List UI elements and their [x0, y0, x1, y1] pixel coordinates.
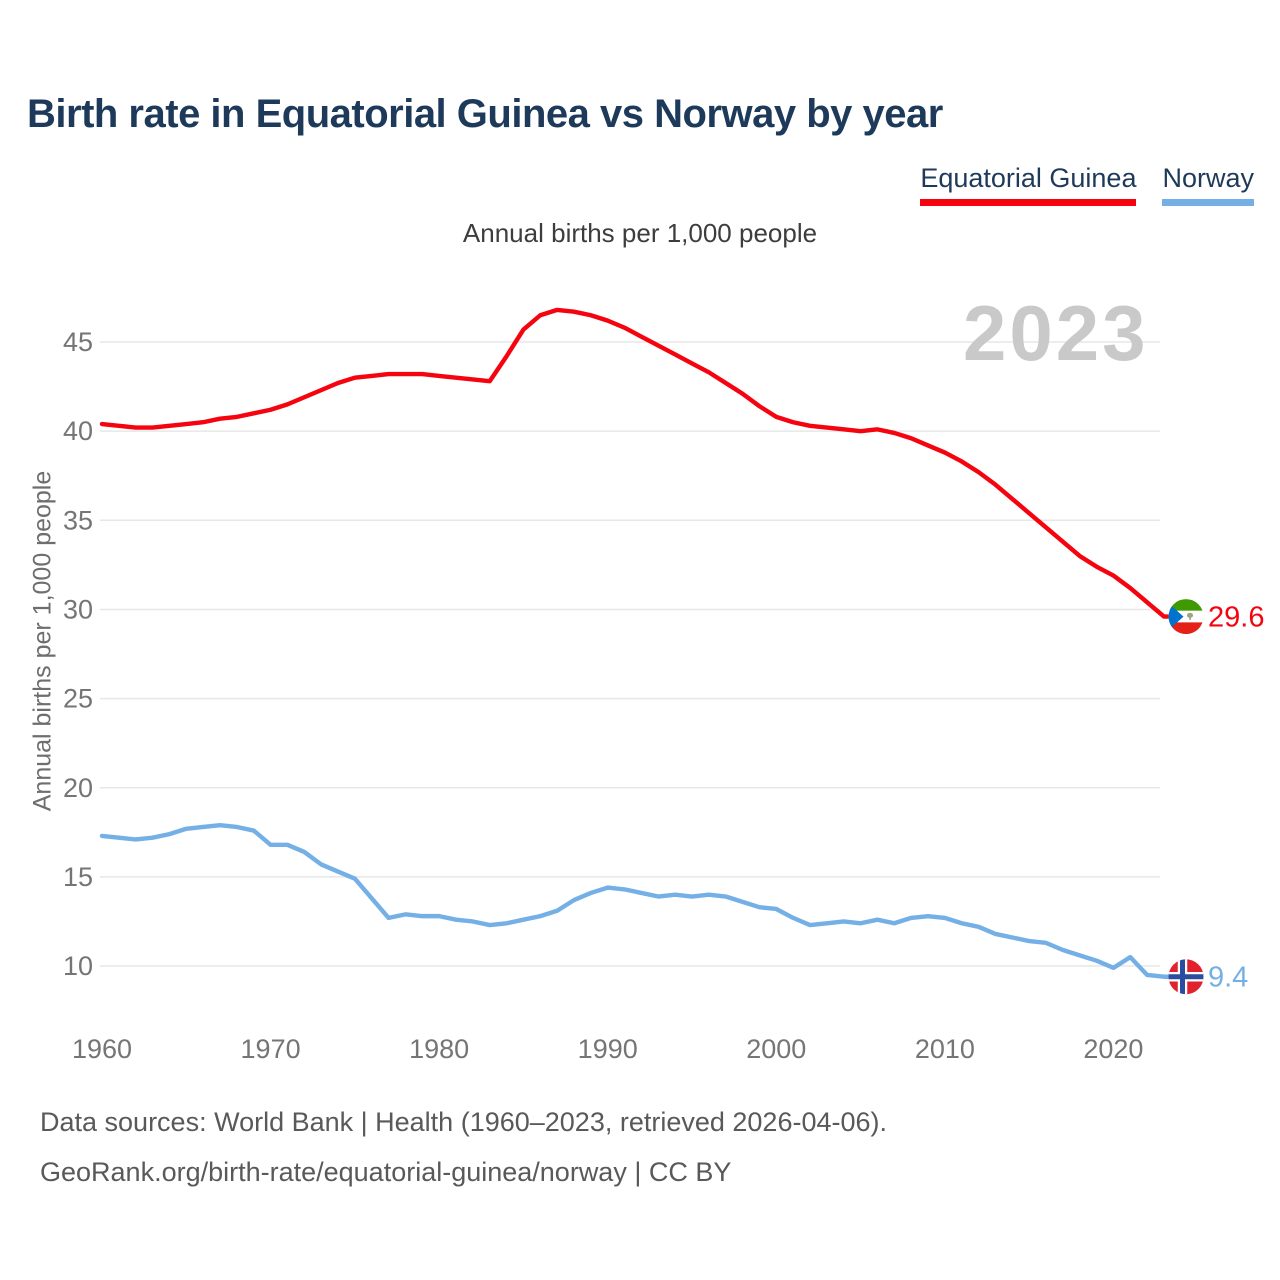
watermark-year: 2023: [963, 289, 1149, 377]
y-tick-label: 40: [63, 416, 93, 446]
y-tick-label: 15: [63, 862, 93, 892]
y-tick-label: 45: [63, 327, 93, 357]
y-tick-label: 25: [63, 684, 93, 714]
x-tick-label: 1980: [409, 1034, 469, 1064]
x-tick-label: 1990: [578, 1034, 638, 1064]
y-tick-label: 30: [63, 594, 93, 624]
page-title: Birth rate in Equatorial Guinea vs Norwa…: [27, 92, 943, 136]
x-tick-label: 1960: [72, 1034, 132, 1064]
x-tick-label: 2000: [746, 1034, 806, 1064]
y-tick-label: 20: [63, 773, 93, 803]
x-tick-label: 2020: [1083, 1034, 1143, 1064]
legend-item-norway[interactable]: Norway: [1162, 163, 1254, 206]
y-tick-label: 10: [63, 951, 93, 981]
series-line-norway[interactable]: [99, 822, 1174, 979]
norway-flag-icon: [1168, 959, 1204, 995]
legend: Equatorial Guinea Norway: [920, 163, 1254, 206]
footer: Data sources: World Bank | Health (1960–…: [40, 1097, 887, 1197]
x-tick-label: 2010: [915, 1034, 975, 1064]
legend-item-equatorial-guinea[interactable]: Equatorial Guinea: [920, 163, 1137, 206]
x-tick-label: 1970: [241, 1034, 301, 1064]
series-line-equatorial-guinea[interactable]: [99, 307, 1174, 619]
footer-attribution: GeoRank.org/birth-rate/equatorial-guinea…: [40, 1157, 732, 1187]
equatorial-guinea-flag-icon: [1168, 599, 1204, 635]
series-end-label-norway: 9.4: [1208, 962, 1248, 994]
footer-sources: Data sources: World Bank | Health (1960–…: [40, 1107, 887, 1137]
chart-subtitle: Annual births per 1,000 people: [462, 218, 818, 248]
y-tick-label: 35: [63, 505, 93, 535]
series-end-label-equatorial-guinea: 29.6: [1208, 602, 1264, 634]
